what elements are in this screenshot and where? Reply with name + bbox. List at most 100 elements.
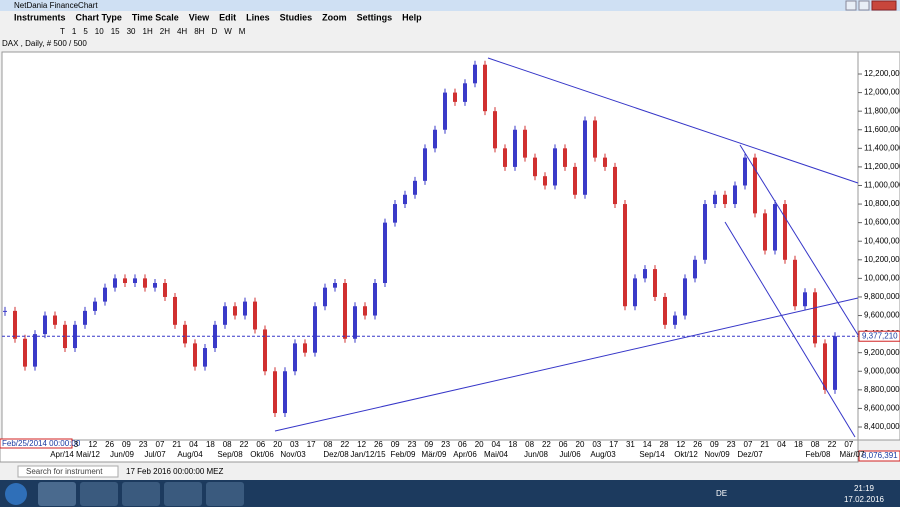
x-month-label: Jul/07 (144, 450, 166, 459)
x-month-label: Aug/03 (590, 450, 616, 459)
x-day-label: 28 (660, 440, 669, 449)
candle (553, 148, 557, 186)
close-button[interactable] (871, 0, 897, 11)
candle (163, 283, 167, 297)
candle (413, 180, 417, 195)
toolbar-button[interactable]: 2H (160, 27, 170, 36)
y-tick-label: 8,800,000 (864, 385, 900, 394)
candle (673, 315, 677, 325)
x-day-label: 08 (525, 440, 534, 449)
y-tick-label: 9,600,000 (864, 311, 900, 320)
start-button[interactable] (5, 483, 27, 505)
x-day-label: 12 (676, 440, 685, 449)
candle (393, 204, 397, 223)
maximize-button[interactable] (858, 0, 870, 11)
menu-item[interactable]: Edit (219, 12, 236, 22)
candle (743, 157, 747, 186)
x-day-label: 03 (290, 440, 299, 449)
plot-area (1, 51, 859, 441)
candle (183, 324, 187, 344)
menu-item[interactable]: Instruments (14, 12, 66, 22)
candle (703, 204, 707, 260)
x-day-label: 23 (408, 440, 417, 449)
candle (783, 204, 787, 260)
task-icon[interactable] (80, 482, 118, 506)
toolbar-button[interactable]: 8H (194, 27, 204, 36)
candle (333, 283, 337, 288)
candle (663, 296, 667, 325)
candle (153, 283, 157, 288)
toolbar-button[interactable]: M (239, 27, 246, 36)
x-day-label: 22 (340, 440, 349, 449)
x-day-label: 23 (139, 440, 148, 449)
title-bar (0, 0, 900, 11)
x-day-label: 08 (811, 440, 820, 449)
x-day-label: 07 (156, 440, 165, 449)
task-icon[interactable] (122, 482, 160, 506)
last-price-label: 9,377,210 (862, 331, 898, 340)
x-month-label: Okt/06 (250, 450, 274, 459)
menu-item[interactable]: Zoom (322, 12, 347, 22)
task-icon[interactable] (164, 482, 202, 506)
toolbar-button[interactable]: W (224, 27, 232, 36)
y-tick-label: 10,800,000 (864, 199, 900, 208)
task-icon[interactable] (38, 482, 76, 506)
x-month-label: Aug/04 (177, 450, 203, 459)
task-icon[interactable] (206, 482, 244, 506)
candle (173, 296, 177, 325)
minimize-button[interactable] (845, 0, 857, 11)
x-day-label: 31 (626, 440, 635, 449)
candle (463, 83, 467, 102)
y-tick-label: 9,200,000 (864, 348, 900, 357)
candle (813, 292, 817, 344)
y-tick-label: 10,600,000 (864, 218, 900, 227)
toolbar-button[interactable]: 1 (72, 27, 77, 36)
menu-item[interactable]: Help (402, 12, 422, 22)
candle (453, 92, 457, 102)
x-month-label: Okt/12 (674, 450, 698, 459)
candle (423, 148, 427, 181)
menu-item[interactable]: Lines (246, 12, 270, 22)
x-month-label: Mai/12 (76, 450, 101, 459)
menu-item[interactable]: Settings (357, 12, 393, 22)
menu-item[interactable]: View (189, 12, 210, 22)
candle (3, 310, 7, 312)
candle (723, 194, 727, 205)
candle (633, 278, 637, 307)
menu-item[interactable]: Studies (280, 12, 313, 22)
candle (323, 287, 327, 307)
toolbar-button[interactable]: D (211, 27, 217, 36)
trend-line (724, 221, 856, 438)
toolbar-button[interactable]: 30 (127, 27, 136, 36)
candle (593, 120, 597, 158)
toolbar-button[interactable]: T (60, 27, 65, 36)
search-box[interactable] (17, 465, 119, 478)
x-day-label: 22 (240, 440, 249, 449)
candle (313, 306, 317, 353)
toolbar-button[interactable]: 15 (111, 27, 120, 36)
x-day-label: 09 (122, 440, 131, 449)
x-day-label: 21 (172, 440, 181, 449)
candle (223, 306, 227, 325)
candle (13, 310, 17, 339)
menu-item[interactable]: Time Scale (132, 12, 179, 22)
toolbar-button[interactable]: 4H (177, 27, 187, 36)
x-day-label: 18 (508, 440, 517, 449)
x-day-label: 20 (273, 440, 282, 449)
trend-lines (274, 57, 859, 438)
x-day-label: 20 (576, 440, 585, 449)
x-month-label: Feb/08 (806, 450, 831, 459)
toolbar-button[interactable]: 10 (95, 27, 104, 36)
menu-bar (0, 11, 900, 25)
toolbar-button[interactable]: 5 (83, 27, 88, 36)
x-day-label: 08 (324, 440, 333, 449)
candle (53, 315, 57, 325)
menu-item[interactable]: Chart Type (76, 12, 122, 22)
toolbar-button[interactable]: 1H (143, 27, 153, 36)
candle (763, 213, 767, 251)
candle (93, 301, 97, 311)
candle (473, 64, 477, 84)
bottom-price: 8,076,391 (862, 451, 898, 460)
x-day-label: 07 (744, 440, 753, 449)
y-tick-label: 8,400,000 (864, 422, 900, 431)
